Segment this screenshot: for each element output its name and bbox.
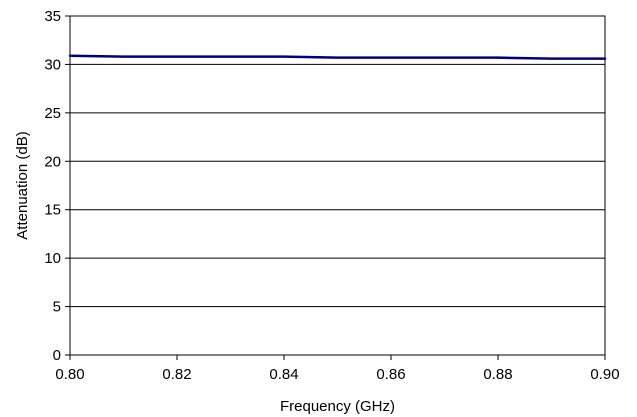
grid-lines <box>70 63 605 308</box>
x-tick-label: 0.86 <box>376 366 405 383</box>
x-tick-label: 0.82 <box>162 366 191 383</box>
y-tick-label: 15 <box>44 202 61 219</box>
x-tick-label: 0.80 <box>55 366 84 383</box>
tick-labels: 0 5 10 15 20 25 30 35 0.80 0.82 0.84 0.86 0.88 0.90 <box>44 8 619 383</box>
plot-area-frame <box>69 15 606 356</box>
y-tick-label: 30 <box>44 56 61 73</box>
x-axis-title: Frequency (GHz) <box>280 398 395 415</box>
axis-ticks <box>65 15 606 360</box>
x-tick-label: 0.90 <box>590 366 619 383</box>
x-tick-label: 0.88 <box>483 366 512 383</box>
y-tick-label: 20 <box>44 153 61 170</box>
y-tick-label: 25 <box>44 105 61 122</box>
y-tick-label: 35 <box>44 8 61 25</box>
y-tick-label: 5 <box>53 299 61 316</box>
y-tick-label: 10 <box>44 250 61 267</box>
series-lines <box>68 54 607 60</box>
x-tick-label: 0.84 <box>269 366 298 383</box>
y-tick-label: 0 <box>53 347 61 364</box>
series-line <box>68 54 607 60</box>
y-axis-title: Attenuation (dB) <box>14 131 31 239</box>
